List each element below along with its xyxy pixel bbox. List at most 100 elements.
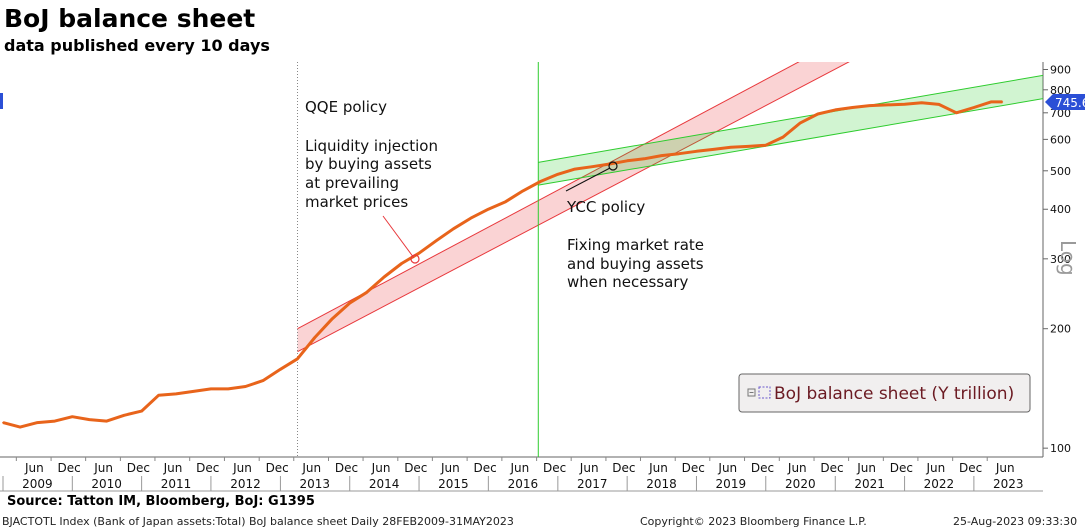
series-point — [764, 144, 767, 147]
index-description: BJACTOTL Index (Bank of Japan assets:Tot… — [2, 515, 514, 528]
x-year-label: 2012 — [230, 477, 261, 491]
y-tick-label: 700 — [1050, 107, 1071, 120]
series-point — [2, 421, 4, 424]
series-point — [366, 291, 368, 294]
x-year-label: 2010 — [91, 477, 122, 491]
series-layer — [2, 100, 1004, 429]
series-point — [695, 150, 698, 153]
x-month-label: Jun — [579, 461, 599, 475]
series-point — [19, 426, 21, 428]
series-point — [973, 106, 975, 109]
qqe-marker — [410, 254, 420, 264]
series-point — [105, 420, 108, 422]
series-point — [834, 109, 837, 111]
last-value-label: 745.6 — [1055, 96, 1085, 110]
series-point — [660, 154, 663, 157]
log-scale-label: Log — [1056, 240, 1080, 276]
y-tick-label: 800 — [1050, 84, 1071, 97]
x-month-label: Dec — [612, 461, 635, 475]
series-point — [938, 103, 940, 106]
copyright-note: Copyright© 2023 Bloomberg Finance L.P. — [640, 515, 867, 528]
series-point — [747, 145, 750, 148]
x-month-label: Dec — [57, 461, 80, 475]
x-month-label: Jun — [787, 461, 807, 475]
left-edge-marker — [0, 93, 3, 109]
policy-lines-layer — [297, 62, 539, 457]
page-subtitle: data published every 10 days — [4, 36, 270, 55]
x-month-label: Jun — [163, 461, 183, 475]
series-point — [175, 393, 177, 395]
legend-swatch — [758, 386, 771, 399]
series-point — [1001, 101, 1004, 103]
y-tick-label: 900 — [1050, 63, 1071, 76]
series-point — [296, 357, 299, 360]
x-year-label: 2018 — [646, 477, 677, 491]
series-point — [730, 146, 732, 149]
series-point — [123, 414, 125, 417]
series-point — [591, 165, 594, 168]
x-year-label: 2021 — [854, 477, 885, 491]
qqe-pointer — [382, 215, 415, 259]
x-year-label: 2022 — [924, 477, 955, 491]
qqe-channel-upper-line — [297, 62, 800, 330]
x-month-label: Dec — [890, 461, 913, 475]
series-point — [88, 418, 91, 421]
y-axis-ticks: 100 200 300 400 500 600 700 800 900 — [1043, 63, 1071, 455]
x-month-label: Jun — [93, 461, 113, 475]
x-month-label: Jun — [232, 461, 252, 475]
x-month-label: Dec — [266, 461, 289, 475]
series-point — [626, 159, 628, 162]
series-point — [331, 317, 334, 320]
qqe-desc-2: by buying assets — [305, 155, 432, 173]
series-point — [557, 173, 559, 176]
series-point — [782, 136, 784, 138]
x-year-label: 2014 — [369, 477, 400, 491]
qqe-channel-lower-line — [297, 62, 850, 353]
y-tick-label: 200 — [1050, 323, 1071, 336]
series-point — [678, 152, 680, 155]
x-month-label: Dec — [543, 461, 566, 475]
series-point — [504, 200, 507, 203]
series-point — [192, 390, 195, 393]
ycc-marker — [608, 161, 618, 171]
x-month-label: Jun — [856, 461, 876, 475]
channels-layer — [297, 62, 1043, 353]
x-month-label: Dec — [127, 461, 150, 475]
x-year-label: 2019 — [716, 477, 747, 491]
series-point — [313, 336, 316, 339]
series-point — [886, 104, 888, 106]
y-tick-label: 100 — [1050, 442, 1071, 455]
series-point — [816, 113, 819, 115]
series-point — [643, 158, 646, 160]
x-month-label: Jun — [648, 461, 668, 475]
x-year-label: 2020 — [785, 477, 816, 491]
x-axis-ticks: Jun Dec Jun Dec Jun Dec Jun Dec Jun Dec Jun Dec Jun D… — [2, 457, 1024, 491]
x-year-label: 2013 — [300, 477, 331, 491]
series-point — [955, 112, 958, 114]
series-point — [868, 104, 871, 107]
source-note: Source: Tatton IM, Bloomberg, BoJ: G1395 — [7, 494, 315, 509]
ycc-desc-1: Fixing market rate — [567, 236, 704, 254]
series-point — [36, 421, 39, 424]
y-tick-label: 400 — [1050, 203, 1071, 216]
series-point — [279, 368, 282, 371]
series-point — [140, 410, 143, 412]
last-value-badge — [1045, 94, 1085, 110]
x-month-label: Dec — [751, 461, 774, 475]
series-point — [712, 148, 715, 151]
ycc-channel-lower-line — [538, 98, 1043, 186]
series-point — [920, 101, 923, 104]
x-month-label: Dec — [335, 461, 358, 475]
series-point — [487, 208, 490, 211]
ycc-pointer — [565, 167, 611, 192]
x-year-label: 2015 — [438, 477, 469, 491]
qqe-title: QQE policy — [305, 98, 387, 116]
x-month-label: Jun — [440, 461, 460, 475]
ycc-channel-upper-line — [538, 74, 1043, 163]
series-point — [227, 388, 230, 390]
y-tick-label: 500 — [1050, 165, 1071, 178]
series-point — [851, 106, 854, 109]
x-month-label: Jun — [926, 461, 946, 475]
series-point — [522, 190, 524, 192]
